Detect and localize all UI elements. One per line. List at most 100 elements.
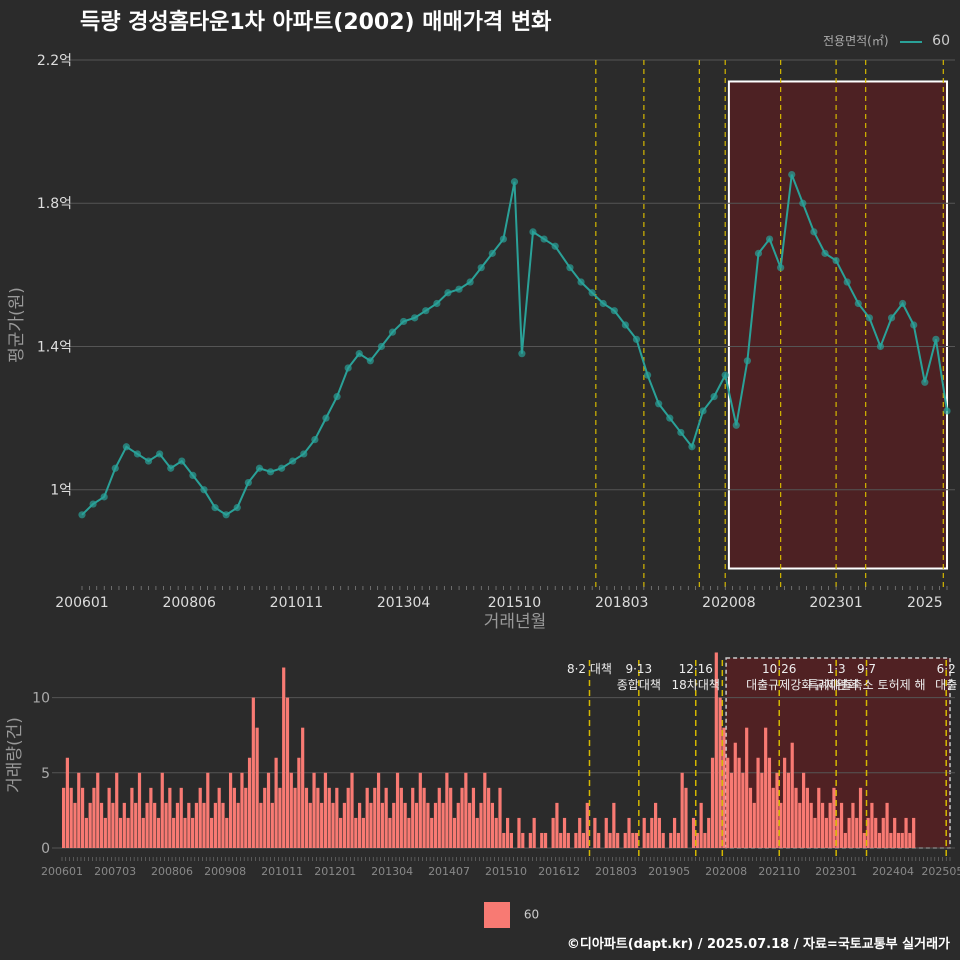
volume-bar: [866, 817, 870, 848]
volume-bar: [149, 787, 153, 848]
price-point: [610, 307, 618, 315]
price-point: [466, 278, 474, 286]
volume-bar: [198, 787, 202, 848]
price-x-tick-label: 201011: [270, 595, 323, 611]
price-point: [899, 299, 907, 308]
volume-bar: [862, 832, 866, 848]
volume-bar: [430, 817, 434, 848]
price-point: [488, 249, 496, 257]
volume-bar: [623, 832, 627, 848]
price-point: [122, 443, 130, 451]
price-point: [754, 249, 763, 257]
volume-bar: [828, 802, 832, 848]
policy-label: 1·3: [827, 662, 846, 676]
volume-bar: [464, 772, 468, 848]
price-x-axis-title: 거래년월: [484, 612, 547, 632]
volume-legend: 60: [484, 902, 539, 928]
volume-bar: [479, 802, 483, 848]
price-point: [699, 407, 707, 415]
volume-x-tick-label: 201510: [485, 865, 527, 878]
volume-bar: [893, 817, 897, 848]
volume-bar: [627, 817, 631, 848]
volume-bar: [707, 817, 711, 848]
volume-bar: [760, 772, 764, 848]
volume-x-tick-label: 201407: [428, 865, 470, 878]
volume-bar: [137, 772, 142, 848]
volume-bar: [900, 832, 904, 848]
volume-bar: [289, 772, 293, 848]
volume-bar: [767, 757, 772, 848]
volume-bar: [468, 802, 472, 848]
volume-bar: [259, 802, 263, 848]
volume-bar: [714, 652, 718, 848]
volume-bar: [710, 757, 715, 848]
price-point: [178, 457, 186, 465]
volume-bar: [414, 802, 419, 848]
policy-label: 대출규제강화: [746, 678, 812, 692]
volume-bar: [274, 757, 278, 848]
volume-bar: [399, 787, 403, 848]
price-point: [677, 428, 685, 437]
volume-bar: [593, 817, 597, 848]
volume-bar: [384, 787, 388, 848]
volume-bar: [156, 817, 161, 848]
volume-bar: [445, 772, 449, 848]
price-point: [599, 299, 607, 308]
price-point: [843, 278, 851, 286]
volume-bar: [293, 787, 297, 848]
volume-bar: [794, 787, 798, 848]
price-point: [355, 350, 363, 358]
volume-bar: [342, 802, 347, 848]
price-point: [422, 307, 430, 315]
volume-bar: [718, 697, 722, 848]
volume-x-tick-label: 201201: [314, 865, 356, 878]
volume-bar: [403, 802, 407, 848]
policy-label: 대출: [935, 678, 957, 692]
price-x-tick-label: 201803: [595, 595, 648, 611]
policy-label: 9·13: [625, 662, 652, 676]
volume-x-tick-label: 202404: [872, 865, 914, 878]
volume-bar: [654, 802, 658, 848]
legend-title: 전용면적(㎡): [822, 34, 889, 48]
volume-bar: [494, 817, 498, 848]
volume-bar: [745, 727, 749, 848]
volume-bar: [441, 802, 445, 848]
volume-bar: [756, 757, 760, 848]
volume-bar: [574, 832, 578, 848]
volume-bar: [672, 817, 677, 848]
price-point: [433, 299, 441, 308]
volume-bar: [908, 832, 912, 848]
volume-bar: [608, 832, 612, 848]
volume-bar: [661, 832, 665, 848]
volume-bar: [855, 817, 859, 848]
volume-bar: [748, 787, 753, 848]
price-point: [211, 504, 219, 512]
volume-bar: [802, 772, 806, 848]
volume-bar: [88, 802, 92, 848]
price-point: [643, 371, 652, 379]
volume-bar: [874, 817, 878, 848]
volume-bar: [172, 817, 176, 848]
price-x-tick-label: 201510: [488, 595, 541, 611]
volume-bar: [266, 772, 271, 848]
volume-bar: [684, 787, 688, 848]
volume-bar: [411, 787, 415, 848]
volume-bar: [487, 787, 491, 848]
price-point: [455, 285, 463, 293]
price-point: [499, 235, 508, 243]
volume-bar: [130, 787, 134, 848]
price-point: [144, 457, 153, 465]
legend-entry: 60: [932, 33, 950, 49]
volume-bar: [232, 787, 236, 848]
volume-bar: [96, 772, 100, 848]
policy-label: 8·2 대책: [567, 661, 612, 676]
price-point: [300, 450, 308, 458]
volume-bar: [422, 787, 426, 848]
volume-bar: [376, 772, 381, 848]
volume-bar: [213, 802, 217, 848]
volume-bar: [851, 802, 855, 848]
volume-bar: [134, 802, 138, 848]
volume-bar: [566, 832, 570, 848]
volume-x-tick-label: 201011: [261, 865, 303, 878]
